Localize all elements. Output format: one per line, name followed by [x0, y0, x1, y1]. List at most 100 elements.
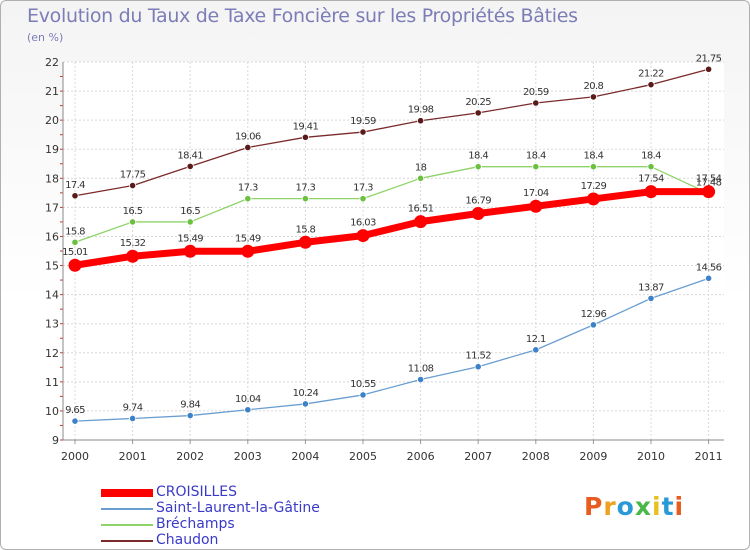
data-label: 17.48 [696, 177, 722, 188]
data-label: 18.4 [641, 151, 661, 162]
data-label: 17.04 [523, 188, 549, 199]
logo-letter: r [603, 492, 617, 521]
data-label: 16.51 [408, 204, 434, 215]
proxiti-logo: Proxiti [584, 492, 684, 521]
data-point [129, 218, 137, 226]
data-point [589, 163, 598, 171]
data-label: 17.3 [295, 183, 315, 194]
data-point [298, 235, 312, 249]
x-tick-label: 2001 [119, 450, 147, 463]
data-point [414, 215, 428, 229]
chart-unit: (en %) [27, 31, 64, 44]
data-point [183, 244, 197, 258]
data-point [416, 375, 425, 384]
data-label: 19.41 [293, 121, 319, 132]
data-point [532, 346, 540, 354]
chart-title: Evolution du Taux de Taxe Foncière sur l… [27, 5, 578, 27]
logo-letter: P [584, 492, 604, 521]
logo-letter: t [661, 492, 675, 521]
y-tick-label: 9 [52, 434, 59, 447]
data-label: 20.59 [523, 87, 549, 98]
x-tick-label: 2009 [579, 450, 607, 463]
data-point [532, 163, 540, 171]
series-line [74, 277, 710, 422]
series-line [74, 68, 710, 197]
logo-letter: i [674, 492, 685, 521]
data-label: 16.03 [350, 218, 376, 229]
data-label: 20.25 [465, 97, 491, 108]
data-label: 17.3 [238, 183, 258, 194]
logo-letter: o [616, 492, 635, 521]
data-label: 20.8 [583, 81, 603, 92]
data-label: 9.74 [123, 402, 143, 413]
data-label: 17.54 [696, 174, 722, 185]
data-point [474, 109, 482, 117]
data-label: 16.79 [465, 195, 491, 206]
x-tick-label: 2003 [234, 450, 262, 463]
data-point [71, 192, 79, 200]
data-label: 15.49 [235, 233, 261, 244]
data-point [356, 229, 370, 243]
data-label: 15.32 [120, 238, 146, 249]
data-point [359, 391, 367, 399]
y-tick-label: 14 [45, 289, 59, 302]
data-point [129, 181, 137, 190]
data-label: 12.96 [581, 309, 607, 320]
axis-layer: 9 10 11 12 13 14 15 16 17 18 19 20 21 22 2000 2001 2002 2… [45, 56, 724, 463]
data-label: 15.49 [177, 233, 203, 244]
data-label: 17.75 [120, 170, 146, 181]
data-label: 18 [415, 162, 427, 173]
y-tick-label: 17 [45, 201, 59, 214]
y-tick-label: 13 [45, 318, 59, 331]
y-tick-label: 22 [45, 56, 59, 69]
legend-swatch [101, 524, 153, 526]
data-label: 19.59 [350, 116, 376, 127]
data-point [129, 414, 137, 423]
data-point [647, 163, 655, 171]
data-point [644, 185, 658, 199]
legend-label: Saint-Laurent-la-Gâtine [156, 500, 320, 516]
data-label: 9.84 [180, 400, 200, 411]
data-label: 17.54 [638, 174, 664, 185]
data-label: 21.22 [638, 69, 664, 80]
y-tick-label: 11 [45, 376, 59, 389]
data-point [702, 185, 716, 199]
data-label: 12.1 [526, 334, 546, 345]
data-point [704, 274, 713, 282]
legend-swatch [101, 508, 153, 510]
y-tick-label: 15 [45, 260, 59, 273]
data-label: 18.4 [468, 151, 488, 162]
data-point [647, 294, 655, 302]
data-point [586, 192, 600, 206]
data-label: 17.3 [353, 183, 373, 194]
data-label: 10.55 [350, 379, 376, 390]
data-label: 9.65 [65, 405, 85, 416]
data-label: 17.29 [581, 181, 607, 192]
data-point [68, 258, 82, 272]
y-tick-label: 16 [45, 230, 59, 243]
logo-letter: i [652, 492, 662, 521]
data-point [359, 195, 367, 203]
x-tick-label: 2008 [522, 450, 550, 463]
data-point [359, 128, 367, 136]
data-point [244, 406, 252, 414]
data-label: 15.01 [62, 247, 88, 258]
x-tick-label: 2011 [695, 450, 723, 463]
data-label: 19.98 [408, 105, 434, 116]
data-point [244, 195, 252, 203]
data-label: 21.75 [696, 53, 722, 64]
data-label: 18.4 [526, 151, 546, 162]
data-point [416, 117, 425, 125]
label-layer: 17.4 17.75 18.41 19.06 19.41 19.59 19.98 20.25 2… [62, 53, 722, 416]
x-tick-label: 2010 [637, 450, 665, 463]
data-point [589, 321, 598, 329]
y-tick-label: 18 [45, 172, 59, 185]
legend-swatch [101, 540, 153, 542]
data-point [589, 93, 598, 101]
legend-label: Bréchamps [156, 516, 235, 532]
data-point [126, 249, 140, 263]
series-line [74, 166, 710, 243]
data-label: 15.8 [65, 226, 85, 237]
y-tick-label: 12 [45, 347, 59, 360]
